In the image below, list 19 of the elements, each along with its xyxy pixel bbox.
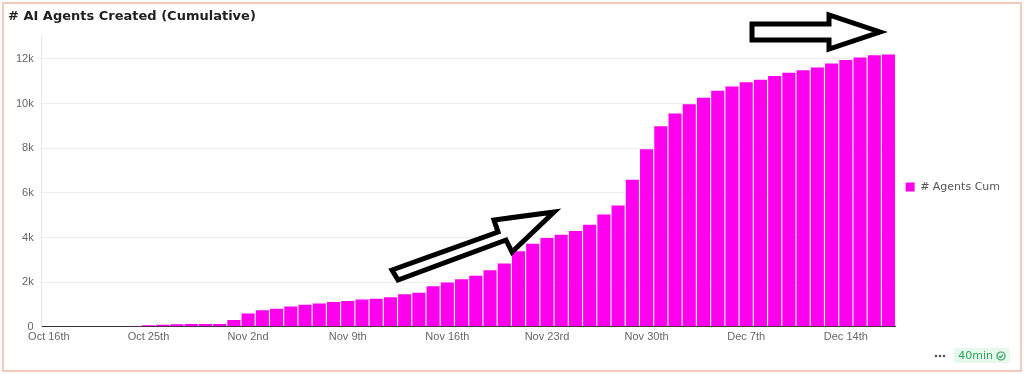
x-tick-label: Oct 16th xyxy=(28,330,70,343)
text: 40min xyxy=(958,349,993,362)
x-tick-label: Nov 30th xyxy=(624,330,669,343)
x-tick-label: Dec 14th xyxy=(823,330,868,343)
y-tick-label: 2k xyxy=(22,275,35,288)
y-tick-label: 0 xyxy=(27,319,34,332)
legend-label: # Agents Cum xyxy=(920,179,1001,193)
x-tick-label: Nov 2nd xyxy=(227,330,269,343)
x-tick-label: Dec 7th xyxy=(727,330,766,343)
x-tick-label: Nov 9th xyxy=(328,330,367,343)
x-tick-label: Nov 16th xyxy=(425,330,470,343)
y-tick-label: 4k xyxy=(22,230,35,243)
y-tick-label: 6k xyxy=(22,185,35,198)
x-tick-label: Nov 23rd xyxy=(524,330,570,343)
y-tick-label: 12k xyxy=(15,51,35,64)
x-tick-label: Oct 25th xyxy=(127,330,170,343)
chart-title: # AI Agents Created (Cumulative) xyxy=(8,8,256,23)
y-tick-label: 10k xyxy=(15,96,35,109)
y-tick-label: 8k xyxy=(22,141,35,154)
